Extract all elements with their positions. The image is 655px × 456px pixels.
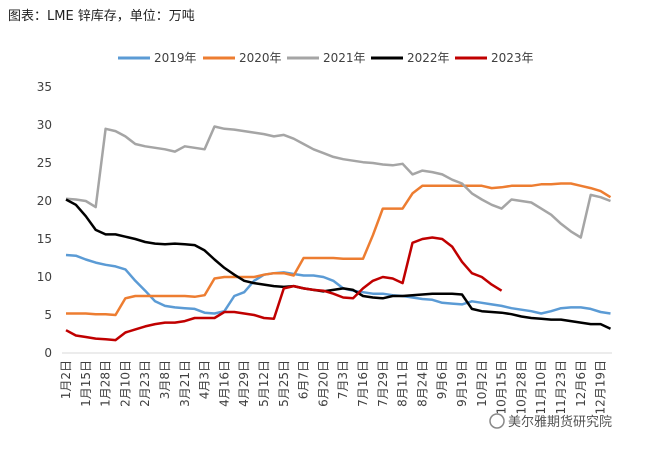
x-tick-label: 1月15日 [79, 360, 93, 407]
x-tick-label: 6月20日 [316, 360, 330, 407]
series-line [65, 125, 611, 239]
x-tick-label: 1月2日 [59, 360, 73, 399]
x-tick-label: 7月3日 [336, 360, 350, 399]
y-tick-label: 35 [37, 80, 52, 94]
x-tick-label: 8月11日 [396, 360, 410, 407]
x-tick-label: 10月2日 [475, 360, 489, 407]
x-tick-label: 9月6日 [435, 360, 449, 399]
legend-label: 2019年 [154, 51, 197, 65]
y-tick-label: 15 [37, 232, 52, 246]
x-tick-label: 10月15日 [495, 360, 509, 415]
legend-label: 2023年 [491, 51, 534, 65]
x-tick-label: 7月29日 [376, 360, 390, 407]
x-tick-label: 4月16日 [217, 360, 231, 407]
x-tick-label: 3月21日 [178, 360, 192, 407]
y-tick-label: 25 [37, 156, 52, 170]
x-tick-label: 5月25日 [277, 360, 291, 407]
x-tick-label: 1月28日 [99, 360, 113, 407]
y-tick-label: 5 [44, 308, 52, 322]
x-tick-label: 7月16日 [356, 360, 370, 407]
series-line [66, 182, 612, 317]
x-tick-label: 9月19日 [455, 360, 469, 407]
x-tick-label: 3月8日 [158, 360, 172, 399]
x-tick-label: 2月10日 [118, 360, 132, 407]
watermark-icon [489, 413, 505, 429]
legend-label: 2022年 [407, 51, 450, 65]
watermark: 美尔雅期货研究院 [508, 414, 612, 430]
x-tick-label: 10月28日 [514, 360, 528, 415]
x-tick-label: 11月10日 [534, 360, 548, 415]
y-tick-label: 30 [37, 118, 52, 132]
y-tick-label: 10 [37, 270, 52, 284]
y-tick-label: 20 [37, 194, 52, 208]
x-tick-label: 8月24日 [415, 360, 429, 407]
series-line [65, 253, 611, 315]
x-tick-label: 4月3日 [198, 360, 212, 399]
legend-label: 2021年 [323, 51, 366, 65]
x-tick-label: 12月19日 [594, 360, 608, 415]
y-tick-label: 0 [44, 346, 52, 360]
x-tick-label: 2月23日 [138, 360, 152, 407]
x-tick-label: 11月23日 [554, 360, 568, 415]
x-tick-label: 4月29日 [237, 360, 251, 407]
x-tick-label: 6月7日 [297, 360, 311, 399]
legend-label: 2020年 [239, 51, 282, 65]
x-tick-label: 5月12日 [257, 360, 271, 407]
x-tick-label: 12月6日 [574, 360, 588, 407]
series-line [65, 236, 503, 342]
series-line [65, 198, 612, 330]
chart-title: 图表：LME 锌库存，单位：万吨 [8, 8, 195, 24]
